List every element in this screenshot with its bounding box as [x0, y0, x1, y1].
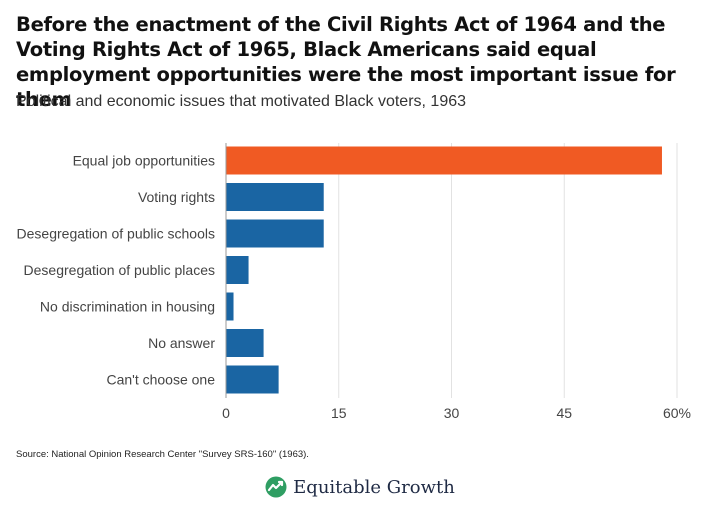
brand-name: Equitable Growth: [293, 476, 455, 498]
bar-chart: Equal job opportunities Voting rights Dese…: [17, 143, 691, 421]
bar: [226, 329, 264, 357]
bar: [226, 219, 324, 248]
tick-label: 0: [222, 405, 230, 421]
category-label: Desegregation of public schools: [17, 226, 215, 242]
category-label: No discrimination in housing: [40, 299, 215, 315]
chart-subtitle: Political and economic issues that motiv…: [16, 93, 467, 110]
category-label: Equal job opportunities: [73, 153, 215, 169]
source-note: Source: National Opinion Research Center…: [16, 449, 309, 460]
category-label: Can't choose one: [106, 372, 215, 388]
category-label: Voting rights: [138, 189, 215, 205]
tick-label: 15: [331, 405, 347, 421]
tick-label: 60%: [663, 405, 691, 421]
leaf-logo-icon: [265, 476, 287, 498]
category-label: Desegregation of public places: [24, 262, 215, 278]
bar: [226, 256, 249, 284]
bar: [226, 292, 234, 321]
brand-footer: Equitable Growth: [0, 476, 720, 498]
tick-label: 30: [444, 405, 460, 421]
tick-label: 45: [556, 405, 572, 421]
chart-title: Before the enactment of the Civil Rights…: [16, 13, 676, 111]
bar: [226, 146, 662, 175]
category-label: No answer: [148, 335, 215, 351]
bar: [226, 183, 324, 211]
bar: [226, 365, 279, 394]
